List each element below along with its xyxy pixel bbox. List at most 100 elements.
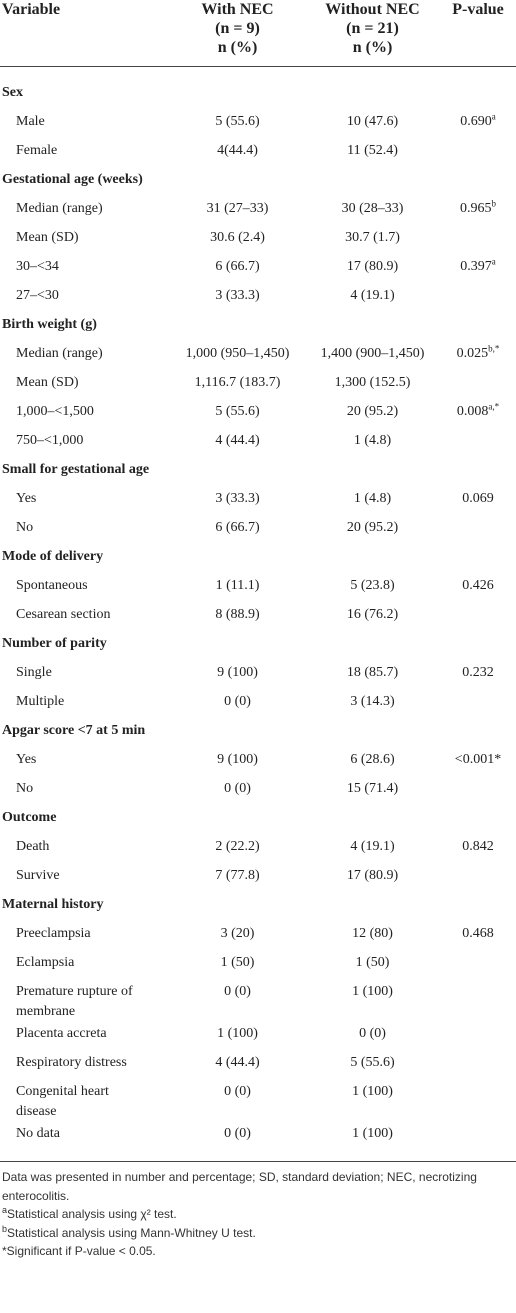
row-label: Multiple	[16, 694, 65, 709]
header-line: With NEC	[201, 1, 274, 18]
table-row: Yes 3 (33.3) 1 (4.8) 0.069	[0, 487, 516, 516]
without-nec-cell: 1,300 (152.5)	[334, 375, 411, 390]
row-label: 30–<34	[16, 259, 59, 274]
section-title: Maternal history	[2, 897, 104, 912]
section-row: Small for gestational age	[0, 458, 516, 487]
p-note: a	[491, 256, 496, 267]
row-label: Yes	[16, 752, 37, 767]
p-value: 0.690	[460, 114, 492, 129]
row-label: Congenital heart disease	[16, 1084, 109, 1119]
p-value-cell	[440, 980, 516, 982]
p-value-cell: 0.965b	[440, 197, 516, 219]
p-value-cell	[440, 1122, 516, 1124]
row-label: No	[16, 781, 34, 796]
table-header: Variable With NEC (n = 9) n (%) Without NEC (…	[0, 0, 516, 67]
p-value-cell	[440, 951, 516, 953]
with-nec-cell: 5 (55.6)	[215, 114, 260, 129]
without-nec-cell: 1 (4.8)	[353, 491, 392, 506]
p-value-cell	[440, 1022, 516, 1024]
header-line: n (%)	[352, 39, 393, 56]
without-nec-cell: 5 (23.8)	[350, 578, 395, 593]
row-label: Death	[16, 839, 50, 854]
table-body: Sex Male 5 (55.6) 10 (47.6) 0.690a Female 4(44…	[0, 67, 516, 1162]
with-nec-cell: 0 (0)	[224, 1126, 251, 1141]
row-label: Male	[16, 114, 45, 129]
p-value: 0.025	[456, 346, 489, 361]
header-line: P-value	[452, 1, 504, 18]
with-nec-cell: 4 (44.4)	[215, 1055, 260, 1070]
without-nec-cell: 12 (80)	[352, 926, 393, 941]
with-nec-cell: 2 (22.2)	[215, 839, 260, 854]
header-cell: With NEC (n = 9) n (%)	[170, 0, 305, 66]
with-nec-cell: 0 (0)	[224, 694, 251, 709]
without-nec-cell: 1 (100)	[352, 984, 393, 999]
table-row: Mean (SD) 30.6 (2.4) 30.7 (1.7)	[0, 226, 516, 255]
without-nec-cell: 5 (55.6)	[350, 1055, 395, 1070]
table-row: No 0 (0) 15 (71.4)	[0, 777, 516, 806]
table-row: Single 9 (100) 18 (85.7) 0.232	[0, 661, 516, 690]
header-line: (n = 21)	[346, 20, 399, 37]
without-nec-cell: 20 (95.2)	[346, 520, 399, 535]
p-value-cell	[440, 226, 516, 228]
footnote: bStatistical analysis using Mann-Whitney…	[2, 1224, 512, 1243]
row-label: Mean (SD)	[16, 375, 79, 390]
without-nec-cell: 4 (19.1)	[350, 288, 395, 303]
p-value-cell: <0.001*	[440, 748, 516, 770]
row-label: 750–<1,000	[16, 433, 84, 448]
without-nec-cell: 1,400 (900–1,450)	[320, 346, 425, 361]
table-row: Congenital heart disease 0 (0) 1 (100)	[0, 1080, 516, 1122]
row-label: Mean (SD)	[16, 230, 79, 245]
p-value-cell	[440, 690, 516, 692]
row-label: Median (range)	[16, 346, 103, 361]
p-value-cell: 0.232	[440, 661, 516, 683]
row-label: Premature rupture of membrane	[16, 984, 133, 1019]
footnote-text: Data was presented in number and percent…	[2, 1170, 477, 1203]
without-nec-cell: 20 (95.2)	[346, 404, 399, 419]
without-nec-cell: 30 (28–33)	[341, 201, 404, 216]
table-row: Multiple 0 (0) 3 (14.3)	[0, 690, 516, 719]
with-nec-cell: 9 (100)	[217, 665, 258, 680]
table-row: Eclampsia 1 (50) 1 (50)	[0, 951, 516, 980]
table-row: Premature rupture of membrane 0 (0) 1 (100…	[0, 980, 516, 1022]
footnotes: Data was presented in number and percent…	[0, 1162, 516, 1261]
p-value-cell: 0.842	[440, 835, 516, 857]
without-nec-cell: 17 (80.9)	[346, 868, 399, 883]
p-value: 0.008	[456, 404, 489, 419]
p-value-cell: 0.690a	[440, 110, 516, 132]
p-value: 0.069	[462, 491, 494, 506]
footnote: Data was presented in number and percent…	[2, 1168, 512, 1205]
row-label: 27–<30	[16, 288, 59, 303]
p-value: 0.397	[460, 259, 492, 274]
with-nec-cell: 0 (0)	[224, 1084, 251, 1099]
p-note: a	[491, 111, 496, 122]
header-cell: P-value	[440, 0, 516, 66]
section-title: Outcome	[2, 810, 57, 825]
without-nec-cell: 0 (0)	[359, 1026, 386, 1041]
without-nec-cell: 30.7 (1.7)	[345, 230, 400, 245]
p-value: 0.842	[462, 839, 494, 854]
footnote: *Significant if P-value < 0.05.	[2, 1242, 512, 1261]
table-row: Median (range) 31 (27–33) 30 (28–33) 0.965b	[0, 197, 516, 226]
table-row: 1,000–<1,500 5 (55.6) 20 (95.2) 0.008a,*	[0, 400, 516, 429]
p-value-cell: 0.397a	[440, 255, 516, 277]
without-nec-cell: 4 (19.1)	[350, 839, 395, 854]
with-nec-cell: 7 (77.8)	[215, 868, 260, 883]
row-label: No	[16, 520, 34, 535]
row-label: Preeclampsia	[16, 926, 91, 941]
p-value-cell	[440, 1051, 516, 1053]
table-row: Respiratory distress 4 (44.4) 5 (55.6)	[0, 1051, 516, 1080]
p-value-cell	[440, 429, 516, 431]
p-value-cell: 0.025b,*	[440, 342, 516, 364]
table-row: Survive 7 (77.8) 17 (80.9)	[0, 864, 516, 893]
with-nec-cell: 1 (11.1)	[215, 578, 260, 593]
table-row: Placenta accreta 1 (100) 0 (0)	[0, 1022, 516, 1051]
row-label: No data	[16, 1126, 60, 1141]
without-nec-cell: 11 (52.4)	[347, 143, 398, 158]
without-nec-cell: 6 (28.6)	[350, 752, 395, 767]
without-nec-cell: 1 (50)	[355, 955, 390, 970]
with-nec-cell: 1 (50)	[220, 955, 255, 970]
p-value-cell	[440, 139, 516, 141]
p-value-cell: 0.426	[440, 574, 516, 596]
row-label: Survive	[16, 868, 60, 883]
